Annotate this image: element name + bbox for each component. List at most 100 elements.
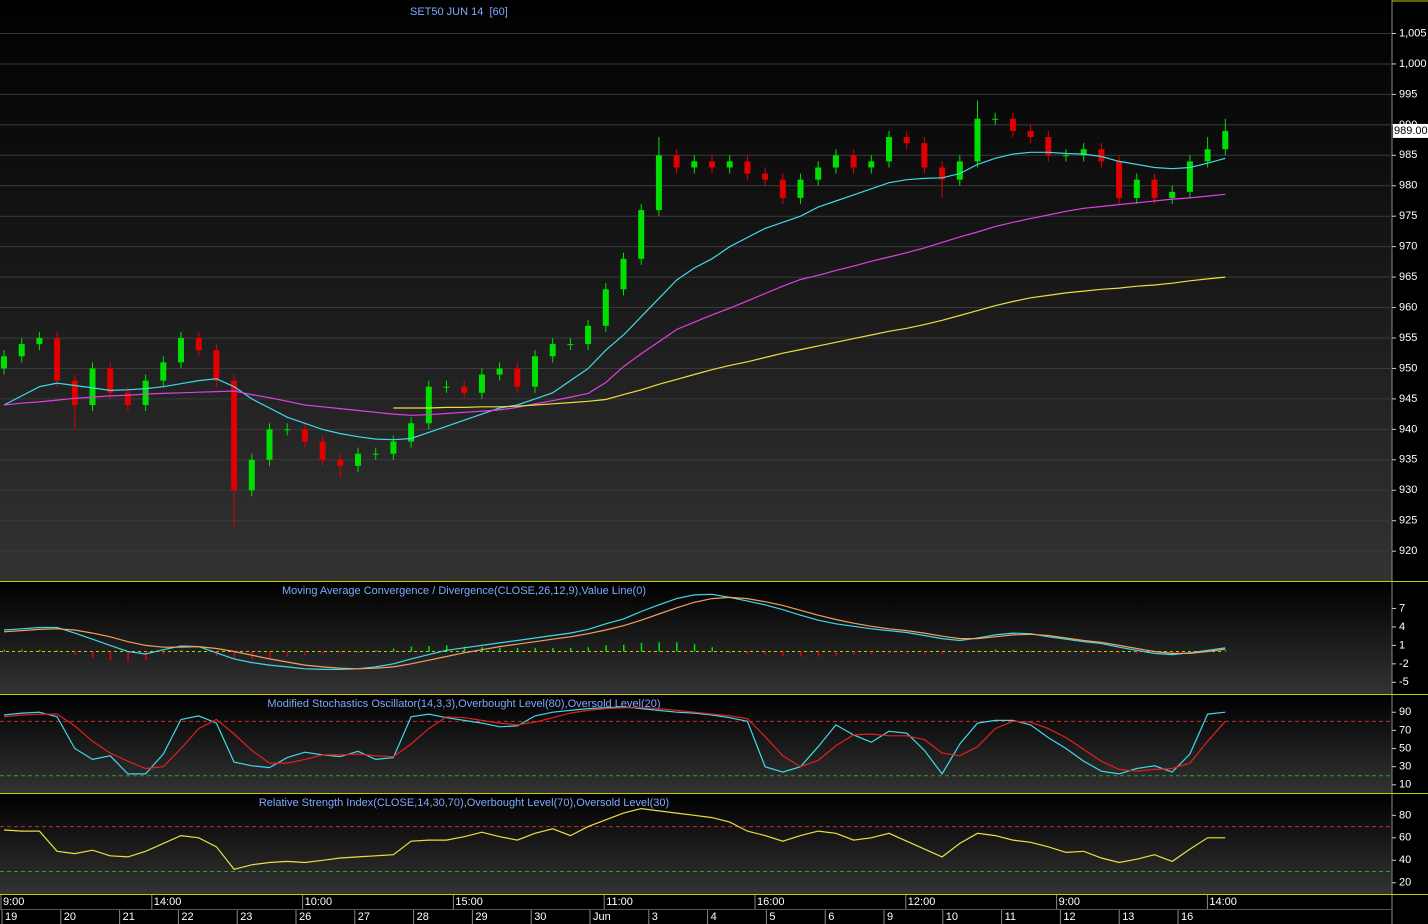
- histogram-bar: [198, 651, 200, 653]
- y-tick-label: 925: [1399, 515, 1417, 527]
- y-tick-label: 985: [1399, 149, 1417, 161]
- indicator-line: [3, 807, 1226, 870]
- x-time-label: 9:00: [3, 896, 24, 908]
- histogram-bar: [304, 651, 306, 656]
- candle-body: [974, 118, 981, 162]
- x-time-label: 14:00: [154, 896, 182, 908]
- candle-body: [408, 423, 415, 442]
- x-date-label: 27: [358, 911, 370, 923]
- candle-body: [638, 210, 645, 259]
- candle-body: [691, 161, 698, 168]
- candle-body: [18, 344, 25, 357]
- x-date-label: 9: [887, 911, 893, 923]
- x-date-label: 30: [534, 911, 546, 923]
- candle-body: [1169, 191, 1176, 198]
- candle-body: [89, 368, 96, 405]
- histogram-bar: [1118, 651, 1121, 654]
- y-tick-label: 90: [1399, 706, 1411, 718]
- histogram-bar: [56, 650, 59, 652]
- histogram-bar: [534, 647, 536, 652]
- histogram-bar: [1012, 649, 1014, 652]
- candle-body: [478, 374, 485, 393]
- panel-dividers: [0, 581, 1428, 895]
- last-price-box: [1393, 123, 1428, 138]
- candle-body: [390, 441, 397, 454]
- candle-body: [655, 155, 662, 211]
- histogram-bar: [127, 651, 129, 662]
- candle-body: [178, 338, 184, 363]
- candle-body: [832, 155, 839, 168]
- x-date-label: 6: [828, 911, 834, 923]
- histogram-bar: [994, 649, 997, 652]
- y-tick-label: 1: [1399, 639, 1405, 651]
- panel-title: Modified Stochastics Oscillator(14,3,3),…: [267, 698, 660, 710]
- indicator-line: [3, 596, 1226, 670]
- histogram-bar: [1136, 651, 1138, 654]
- candle-body: [744, 161, 751, 174]
- histogram-bar: [587, 647, 590, 652]
- candle-body: [1151, 179, 1158, 198]
- histogram-bar: [640, 642, 643, 652]
- price-panel: [0, 0, 1392, 581]
- y-tick-label: 945: [1399, 393, 1417, 405]
- candle-body: [567, 344, 574, 346]
- y-tick-label: 80: [1399, 809, 1411, 821]
- histogram-bar: [923, 651, 926, 654]
- y-tick-label: 70: [1399, 724, 1411, 736]
- x-time-label: 15:00: [455, 896, 483, 908]
- y-tick-label: 40: [1399, 854, 1411, 866]
- x-time-label: 9:00: [1059, 896, 1080, 908]
- x-date-label: 12: [1063, 911, 1075, 923]
- candle-body: [1045, 137, 1052, 156]
- histogram-bar: [817, 651, 820, 657]
- histogram-bar: [322, 651, 324, 654]
- x-time-label: 11:00: [606, 896, 633, 908]
- x-date-label: 21: [123, 911, 135, 923]
- panel-title: Moving Average Convergence / Divergence(…: [282, 585, 646, 597]
- histogram-bar: [38, 649, 41, 652]
- histogram-bar: [286, 651, 289, 657]
- x-date-label: 13: [1122, 911, 1134, 923]
- candle-body: [107, 368, 114, 393]
- y-tick-label: -5: [1399, 676, 1409, 688]
- indicator-line: [3, 151, 1226, 441]
- candle-body: [496, 368, 503, 375]
- histogram-bar: [870, 651, 873, 654]
- histogram-bar: [623, 644, 625, 652]
- candle-body: [71, 380, 78, 405]
- x-date-label: 4: [711, 911, 717, 923]
- candle-body: [868, 161, 875, 168]
- indicator-line: [3, 193, 1226, 416]
- candle-body: [1133, 179, 1140, 198]
- histogram-bar: [906, 651, 908, 654]
- candle-body: [921, 143, 928, 168]
- candle-body: [886, 137, 892, 162]
- histogram-bar: [162, 651, 165, 654]
- histogram-bar: [109, 651, 112, 661]
- y-tick-label: 980: [1399, 180, 1417, 192]
- candle-body: [231, 380, 238, 491]
- chart-title: SET50 JUN 14 [60]: [410, 6, 508, 18]
- y-tick-label: 965: [1399, 271, 1417, 283]
- candle-body: [1222, 130, 1229, 150]
- x-date-label: 5: [769, 911, 775, 923]
- histogram-bar: [463, 646, 466, 652]
- indicator-line: [3, 593, 1226, 670]
- candle-body: [1027, 130, 1034, 138]
- histogram-bar: [1030, 650, 1032, 652]
- histogram-bar: [676, 642, 678, 652]
- y-tick-label: 50: [1399, 742, 1411, 754]
- candle-body: [1063, 155, 1069, 157]
- histogram-bar: [1100, 651, 1103, 653]
- candle-body: [355, 453, 361, 466]
- stochastic-panel: [0, 695, 1392, 793]
- indicator-line: [393, 276, 1226, 409]
- x-date-label: 16: [1181, 911, 1193, 923]
- candle-body: [142, 380, 149, 405]
- x-date-label: 3: [652, 911, 658, 923]
- y-tick-label: 955: [1399, 332, 1417, 344]
- histogram-bar: [145, 651, 147, 661]
- candle-body: [549, 344, 556, 357]
- candle-body: [1080, 149, 1087, 156]
- candle-body: [160, 362, 167, 381]
